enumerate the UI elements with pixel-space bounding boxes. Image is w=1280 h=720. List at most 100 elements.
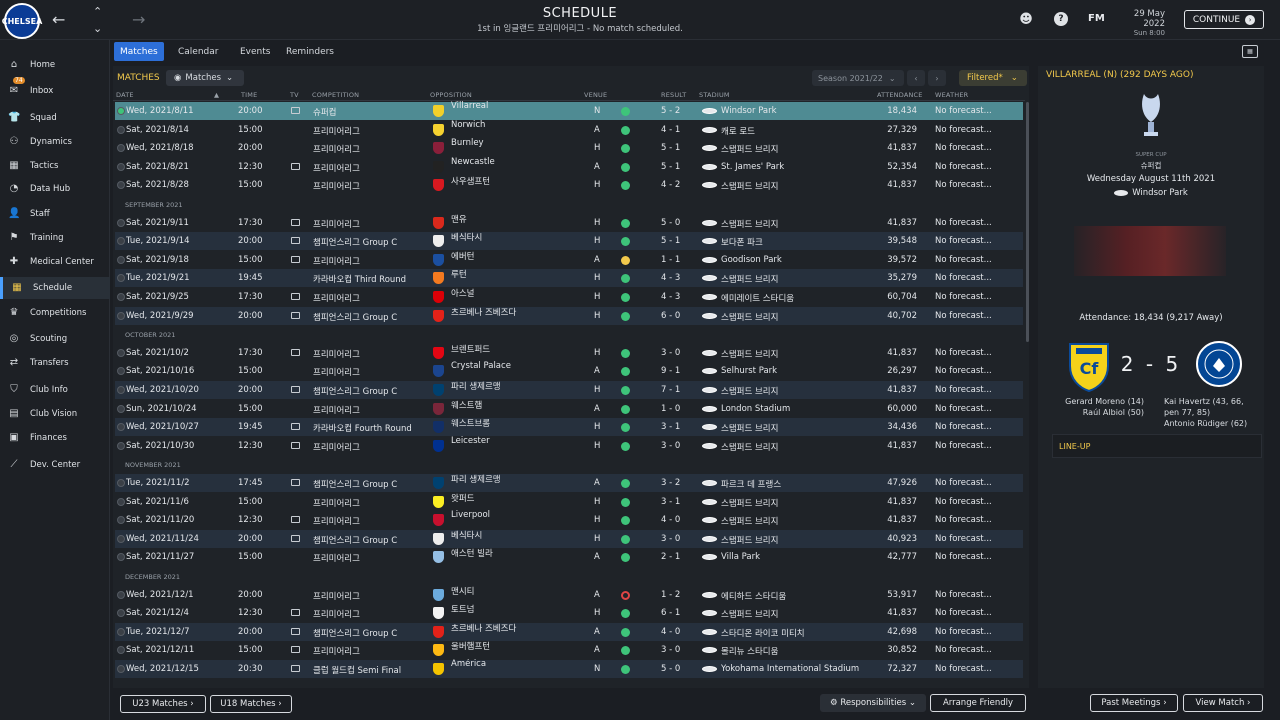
col-result[interactable]: RESULT [661, 91, 687, 99]
matches-dropdown[interactable]: ◉ Matches ⌄ [166, 70, 244, 86]
match-row[interactable]: Wed, 2021/10/27 19:45 카라바오컵 Fourth Round 웨스… [115, 418, 1023, 437]
sidebar-item-training[interactable]: ⚑ Training [0, 227, 110, 249]
sidebar-item-squad[interactable]: 👕 Squad [0, 107, 110, 129]
match-row[interactable]: Tue, 2021/12/7 20:00 챔피언스리그 Group C 츠르베나 즈베… [115, 622, 1023, 641]
match-row[interactable]: Sat, 2021/8/21 12:30 프리미어리그 Newcastle A 5 - 1… [115, 156, 1023, 176]
sidebar-item-scouting[interactable]: ◎ Scouting [0, 328, 110, 350]
match-row[interactable]: Sat, 2021/12/4 12:30 프리미어리그 토트넘 H 6 - 1 스탬퍼드 브… [115, 604, 1023, 622]
sidebar-item-dynamics[interactable]: ⚇ Dynamics [0, 131, 110, 153]
match-row[interactable]: Sat, 2021/11/27 15:00 프리미어리그 애스턴 빌라 A 2 - 1 Vi… [115, 548, 1023, 566]
col-weather[interactable]: WEATHER [935, 91, 969, 99]
match-row[interactable]: Wed, 2021/12/15 20:30 클럽 월드컵 Semi Final Amé… [115, 659, 1023, 678]
match-row[interactable]: Sat, 2021/10/16 15:00 프리미어리그 Crystal Palace… [115, 361, 1023, 380]
opponent-name[interactable]: 츠르베나 즈베즈다 [451, 623, 517, 634]
sidebar-item-medical-center[interactable]: ✚ Medical Center [0, 251, 110, 273]
vertical-scrollbar[interactable] [1026, 102, 1029, 342]
villarreal-crest-icon[interactable]: Cf [1066, 336, 1112, 392]
opponent-name[interactable]: Norwich [451, 119, 486, 130]
match-row[interactable]: Sat, 2021/9/25 17:30 프리미어리그 아스널 H 4 - 3 에미레이트 … [115, 288, 1023, 306]
col-date[interactable]: DATE [116, 91, 134, 99]
match-row[interactable]: Sat, 2021/9/18 15:00 프리미어리그 에버턴 A 1 - 1 Goodis… [115, 251, 1023, 269]
opponent-name[interactable]: 루턴 [451, 270, 467, 281]
tab-events[interactable]: Events [240, 46, 271, 57]
continue-button[interactable]: CONTINUE › [1184, 10, 1264, 29]
chelsea-crest-icon[interactable] [1196, 336, 1242, 392]
forward-icon[interactable]: → [132, 10, 146, 29]
filter-dropdown[interactable]: Filtered* ⌄ [959, 70, 1027, 86]
col-attendance[interactable]: ATTENDANCE [877, 91, 923, 99]
match-row[interactable]: Sun, 2021/10/24 15:00 프리미어리그 웨스트햄 A 1 - 0 Lond… [115, 400, 1023, 418]
chevron-down-icon[interactable]: ⌄ [93, 22, 103, 35]
season-dropdown[interactable]: Season 2021/22 ⌄ [812, 70, 904, 86]
opponent-name[interactable]: 츠르베나 즈베즈다 [451, 307, 517, 318]
help-icon[interactable]: ? [1054, 12, 1068, 26]
col-venue[interactable]: VENUE [584, 91, 608, 99]
opponent-name[interactable]: 에버턴 [451, 251, 475, 262]
tab-matches[interactable]: Matches [114, 42, 164, 61]
match-row[interactable]: Sat, 2021/10/2 17:30 프리미어리그 브렌트퍼드 H 3 - 0 스탬퍼드… [115, 344, 1023, 362]
opponent-name[interactable]: Liverpool [451, 510, 491, 521]
match-row[interactable]: Sat, 2021/8/28 15:00 프리미어리그 사우샘프턴 H 4 - 2 스탬퍼드… [115, 176, 1023, 194]
match-row[interactable]: Wed, 2021/12/1 20:00 프리미어리그 맨시티 A 1 - 2 에티하드 스… [115, 586, 1023, 604]
club-crest-icon[interactable]: CHELSEA [2, 3, 42, 39]
col-tv[interactable]: TV [290, 91, 299, 99]
col-competition[interactable]: COMPETITION [312, 91, 360, 99]
chevron-up-icon[interactable]: ⌃ [93, 5, 103, 18]
opponent-name[interactable]: 베식타시 [451, 233, 483, 244]
opponent-name[interactable]: 토트넘 [451, 605, 475, 616]
lineup-section[interactable]: LINE-UP [1052, 434, 1262, 458]
match-row[interactable]: Sat, 2021/11/20 12:30 프리미어리그 Liverpool H 4 - … [115, 510, 1023, 529]
sidebar-item-dev-center[interactable]: ⟋ Dev. Center [0, 454, 110, 476]
u18-matches-button[interactable]: U18 Matches › [210, 695, 292, 713]
opponent-name[interactable]: Burnley [451, 138, 484, 149]
col-stadium[interactable]: STADIUM [699, 91, 730, 99]
opponent-name[interactable]: 맨유 [451, 214, 467, 225]
opponent-name[interactable]: 베식타시 [451, 530, 483, 541]
match-row[interactable]: Wed, 2021/10/20 20:00 챔피언스리그 Group C 파리 생제르… [115, 381, 1023, 399]
opponent-name[interactable]: 아스널 [451, 289, 475, 299]
opponent-name[interactable]: 웨스트햄 [451, 400, 483, 411]
sort-asc-icon[interactable]: ▲ [214, 91, 220, 99]
opponent-name[interactable]: Newcastle [451, 156, 495, 167]
match-row[interactable]: Tue, 2021/9/21 19:45 카라바오컵 Third Round 루턴 H 4… [115, 269, 1023, 288]
fm-logo[interactable]: FM [1088, 13, 1105, 24]
sidebar-item-competitions[interactable]: ♛ Competitions [0, 302, 110, 324]
opponent-name[interactable]: 사우샘프턴 [451, 177, 491, 188]
opponent-name[interactable]: Crystal Palace [451, 361, 511, 372]
opponent-name[interactable]: Leicester [451, 435, 490, 446]
match-row[interactable]: Tue, 2021/11/2 17:45 챔피언스리그 Group C 파리 생제르맹… [115, 474, 1023, 492]
opponent-name[interactable]: 맨시티 [451, 586, 475, 597]
match-row[interactable]: Sat, 2021/10/30 12:30 프리미어리그 Leicester H 3 - … [115, 435, 1023, 455]
next-season-button[interactable]: › [928, 70, 946, 86]
tab-calendar[interactable]: Calendar [178, 46, 219, 57]
match-row[interactable]: Sat, 2021/8/14 15:00 프리미어리그 Norwich A 4 - 1 캐로… [115, 119, 1023, 139]
view-match-button[interactable]: View Match › [1183, 694, 1263, 712]
match-row[interactable]: Wed, 2021/11/24 20:00 챔피언스리그 Group C 베식타시 H 3… [115, 529, 1023, 548]
opponent-name[interactable]: 울버햄프턴 [451, 642, 491, 653]
sidebar-item-data-hub[interactable]: ◔ Data Hub [0, 178, 110, 200]
tab-reminders[interactable]: Reminders [286, 46, 334, 57]
sidebar-item-club-info[interactable]: ⛉ Club Info [0, 379, 110, 401]
arrange-friendly-button[interactable]: Arrange Friendly [930, 694, 1026, 712]
responsibilities-dropdown[interactable]: ⚙ Responsibilities ⌄ [820, 694, 926, 712]
view-toggle-icon[interactable]: ▦ [1242, 45, 1258, 58]
match-row[interactable]: Wed, 2021/8/18 20:00 프리미어리그 Burnley H 5 - 1 스탬… [115, 138, 1023, 157]
col-time[interactable]: TIME [241, 91, 258, 99]
opponent-name[interactable]: 파리 생제르맹 [451, 475, 501, 485]
match-row[interactable]: Sat, 2021/9/11 17:30 프리미어리그 맨유 H 5 - 0 스탬퍼드 브리… [115, 214, 1023, 232]
opponent-name[interactable]: Villarreal [451, 101, 489, 111]
sidebar-item-inbox[interactable]: ✉ 74 Inbox [0, 77, 110, 102]
sidebar-item-transfers[interactable]: ⇄ Transfers [0, 352, 110, 374]
sidebar-item-club-vision[interactable]: ▤ Club Vision [0, 403, 110, 425]
match-row[interactable]: Tue, 2021/9/14 20:00 챔피언스리그 Group C 베식타시 H 5 … [115, 232, 1023, 251]
match-row[interactable]: Sat, 2021/12/11 15:00 프리미어리그 울버햄프턴 A 3 - 0 몰리뉴… [115, 641, 1023, 659]
opponent-name[interactable]: 왓퍼드 [451, 493, 475, 504]
opponent-name[interactable]: América [451, 659, 487, 669]
sidebar-item-schedule[interactable]: ▦ Schedule [0, 277, 110, 299]
past-meetings-button[interactable]: Past Meetings › [1090, 694, 1178, 712]
col-opposition[interactable]: OPPOSITION [430, 91, 472, 99]
opponent-name[interactable]: 파리 생제르맹 [451, 382, 501, 392]
back-icon[interactable]: ← [52, 10, 66, 29]
match-row[interactable]: Sat, 2021/11/6 15:00 프리미어리그 왓퍼드 H 3 - 1 스탬퍼드 브… [115, 493, 1023, 511]
u23-matches-button[interactable]: U23 Matches › [120, 695, 206, 713]
